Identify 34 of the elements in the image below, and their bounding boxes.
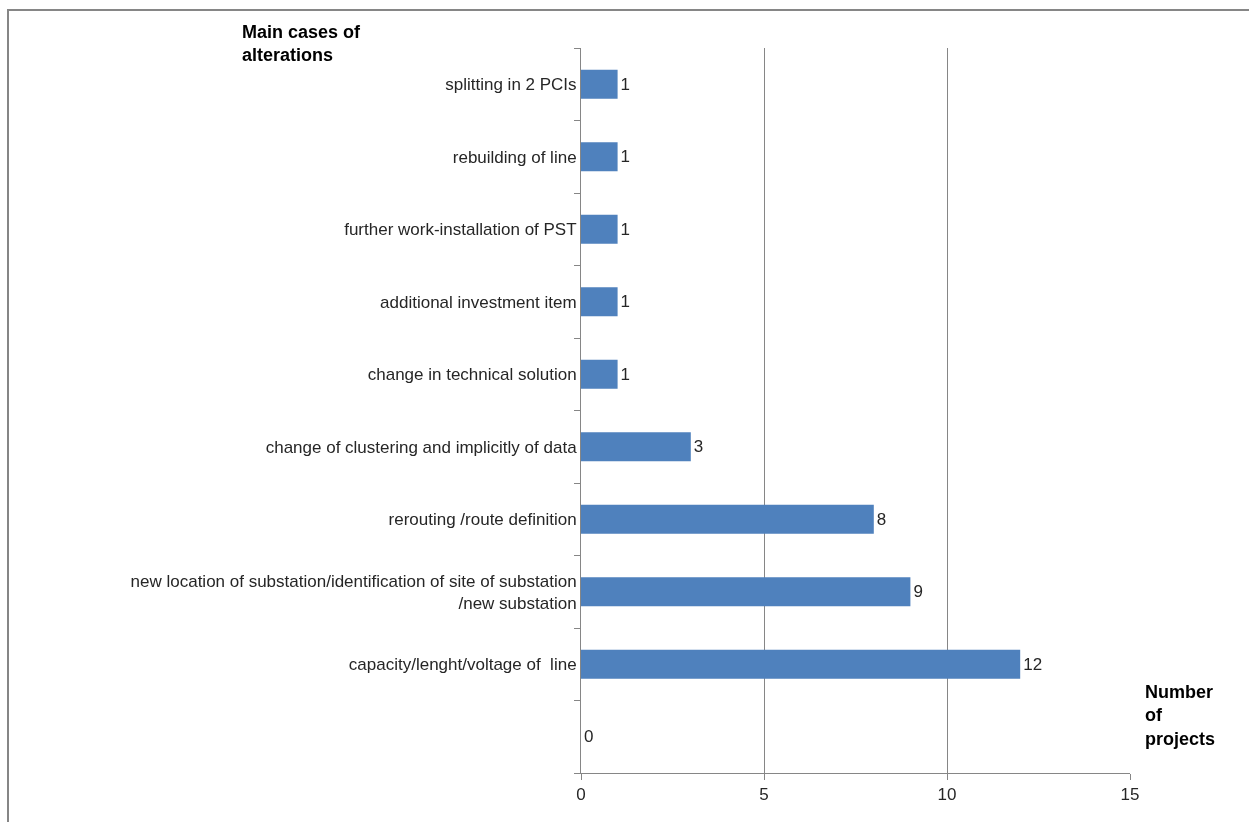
data-label: 8 xyxy=(876,509,887,529)
y-tick-label: capacity/lenght/voltage of line xyxy=(348,655,577,675)
bar xyxy=(581,649,1021,679)
data-label: 9 xyxy=(913,582,923,602)
y-tick-label: further work-installation of PST xyxy=(344,220,577,240)
y-tick-label: change in technical solution xyxy=(367,365,577,385)
bar xyxy=(581,69,618,99)
bar xyxy=(581,432,691,462)
data-label: 1 xyxy=(620,364,631,384)
data-label: 1 xyxy=(620,74,631,94)
bar xyxy=(581,142,618,172)
bar xyxy=(581,359,618,389)
y-tick-label: splitting in 2 PCIs xyxy=(445,75,577,95)
data-label: 1 xyxy=(620,292,631,312)
y-tick-label: rebuilding of line xyxy=(452,147,577,167)
data-label: 12 xyxy=(1023,654,1043,674)
data-label: 1 xyxy=(620,219,631,239)
data-label: 1 xyxy=(620,147,631,167)
y-axis-title: Main cases of alterations xyxy=(242,22,362,66)
data-label: 3 xyxy=(693,437,704,457)
y-tick-label: change of clustering and implicitly of data xyxy=(265,437,578,457)
x-axis-title: Number of projects xyxy=(1145,682,1216,749)
x-tick-label: 15 xyxy=(1120,785,1140,805)
bar xyxy=(581,504,874,534)
bar xyxy=(581,287,618,317)
x-tick-label: 5 xyxy=(759,785,769,805)
x-tick-label: 0 xyxy=(576,785,586,805)
y-tick-label: new location of substation/identification of site of substation /new substation xyxy=(130,571,577,613)
bar xyxy=(581,577,911,607)
y-tick-label: rerouting /route definition xyxy=(388,510,577,530)
x-tick-label: 10 xyxy=(937,785,957,805)
y-tick-label: additional investment item xyxy=(380,292,577,312)
data-label: 0 xyxy=(584,727,594,747)
bar xyxy=(581,214,618,244)
